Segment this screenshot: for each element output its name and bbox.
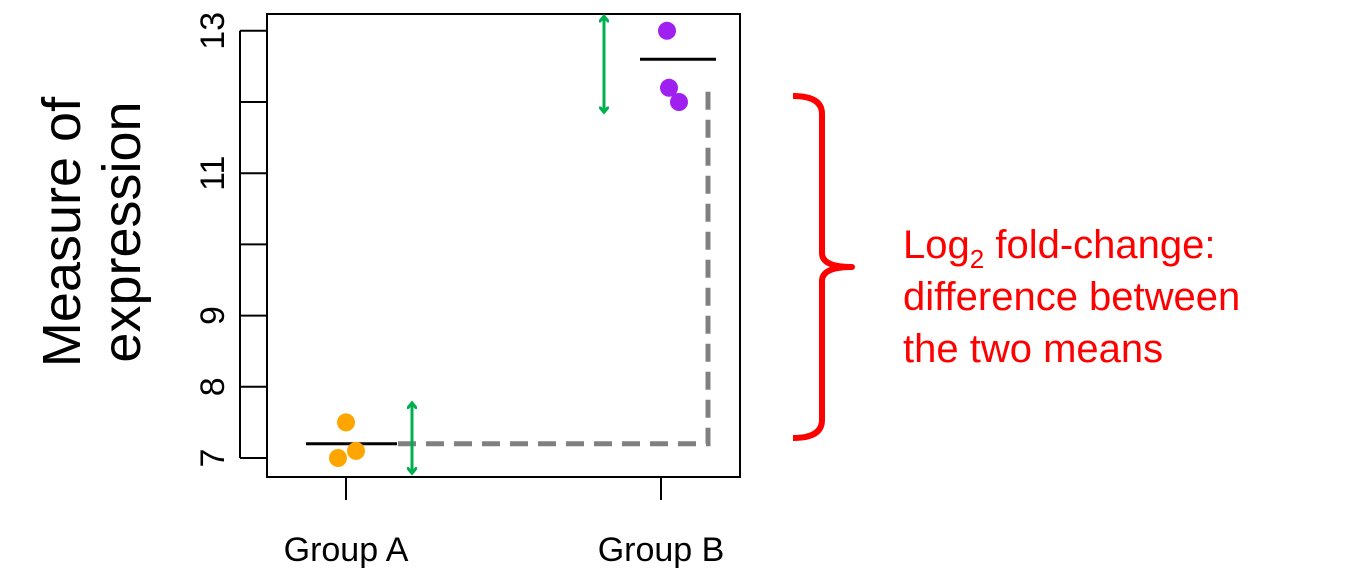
data-point [670, 93, 688, 111]
spread-arrows [412, 17, 604, 472]
data-point [660, 78, 678, 97]
data-point [337, 413, 355, 432]
x-tick-label: Group B [598, 531, 725, 569]
y-axis: 7 8 9 11 13 [194, 12, 267, 468]
fold-change-annotation: Log2 fold-change: difference between the… [903, 223, 1240, 371]
fold-change-brace [792, 93, 855, 441]
y-tick-label: 9 [194, 306, 232, 325]
annotation-line3: the two means [903, 327, 1163, 371]
x-tick-label: Group A [284, 531, 409, 569]
y-axis-label-line1: Measure of [32, 96, 92, 367]
y-axis-label-line2: expression [92, 101, 152, 362]
data-points [329, 21, 688, 467]
data-point [658, 21, 676, 40]
dashed-connector [398, 87, 711, 447]
annotation-line2: difference between [903, 275, 1240, 319]
plot-frame [266, 13, 741, 478]
x-axis: Group A Group B [284, 477, 725, 569]
y-tick-label: 8 [194, 377, 232, 396]
y-tick-label: 7 [194, 449, 232, 468]
y-tick-label: 11 [194, 156, 232, 191]
mean-lines [306, 57, 716, 446]
y-axis-label: Measure of expression [32, 96, 152, 367]
y-tick-label: 13 [194, 12, 232, 50]
data-point [347, 441, 365, 460]
annotation-line1: Log2 fold-change: [903, 223, 1216, 274]
connector-line [398, 87, 711, 447]
data-point [329, 449, 347, 467]
